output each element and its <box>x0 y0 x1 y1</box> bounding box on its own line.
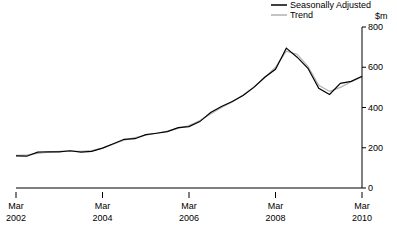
svg-text:Mar: Mar <box>95 201 111 211</box>
svg-text:2008: 2008 <box>265 213 285 223</box>
svg-text:2006: 2006 <box>179 213 199 223</box>
svg-text:Mar: Mar <box>181 201 197 211</box>
svg-text:600: 600 <box>368 62 383 72</box>
svg-text:2010: 2010 <box>352 213 372 223</box>
html-text:Trend: Trend <box>289 10 314 20</box>
svg-text:0: 0 <box>368 183 373 193</box>
html-text:Seasonally Adjusted: Seasonally Adjusted <box>289 0 371 10</box>
svg-text:200: 200 <box>368 143 383 153</box>
svg-text:Mar: Mar <box>8 201 24 211</box>
svg-text:Mar: Mar <box>268 201 284 211</box>
svg-text:2004: 2004 <box>92 213 112 223</box>
svg-text:2002: 2002 <box>8 213 26 223</box>
svg-text:800: 800 <box>368 22 383 32</box>
svg-text:400: 400 <box>368 103 383 113</box>
html-text:$m: $m <box>375 11 388 21</box>
svg-text:Mar: Mar <box>354 201 370 211</box>
